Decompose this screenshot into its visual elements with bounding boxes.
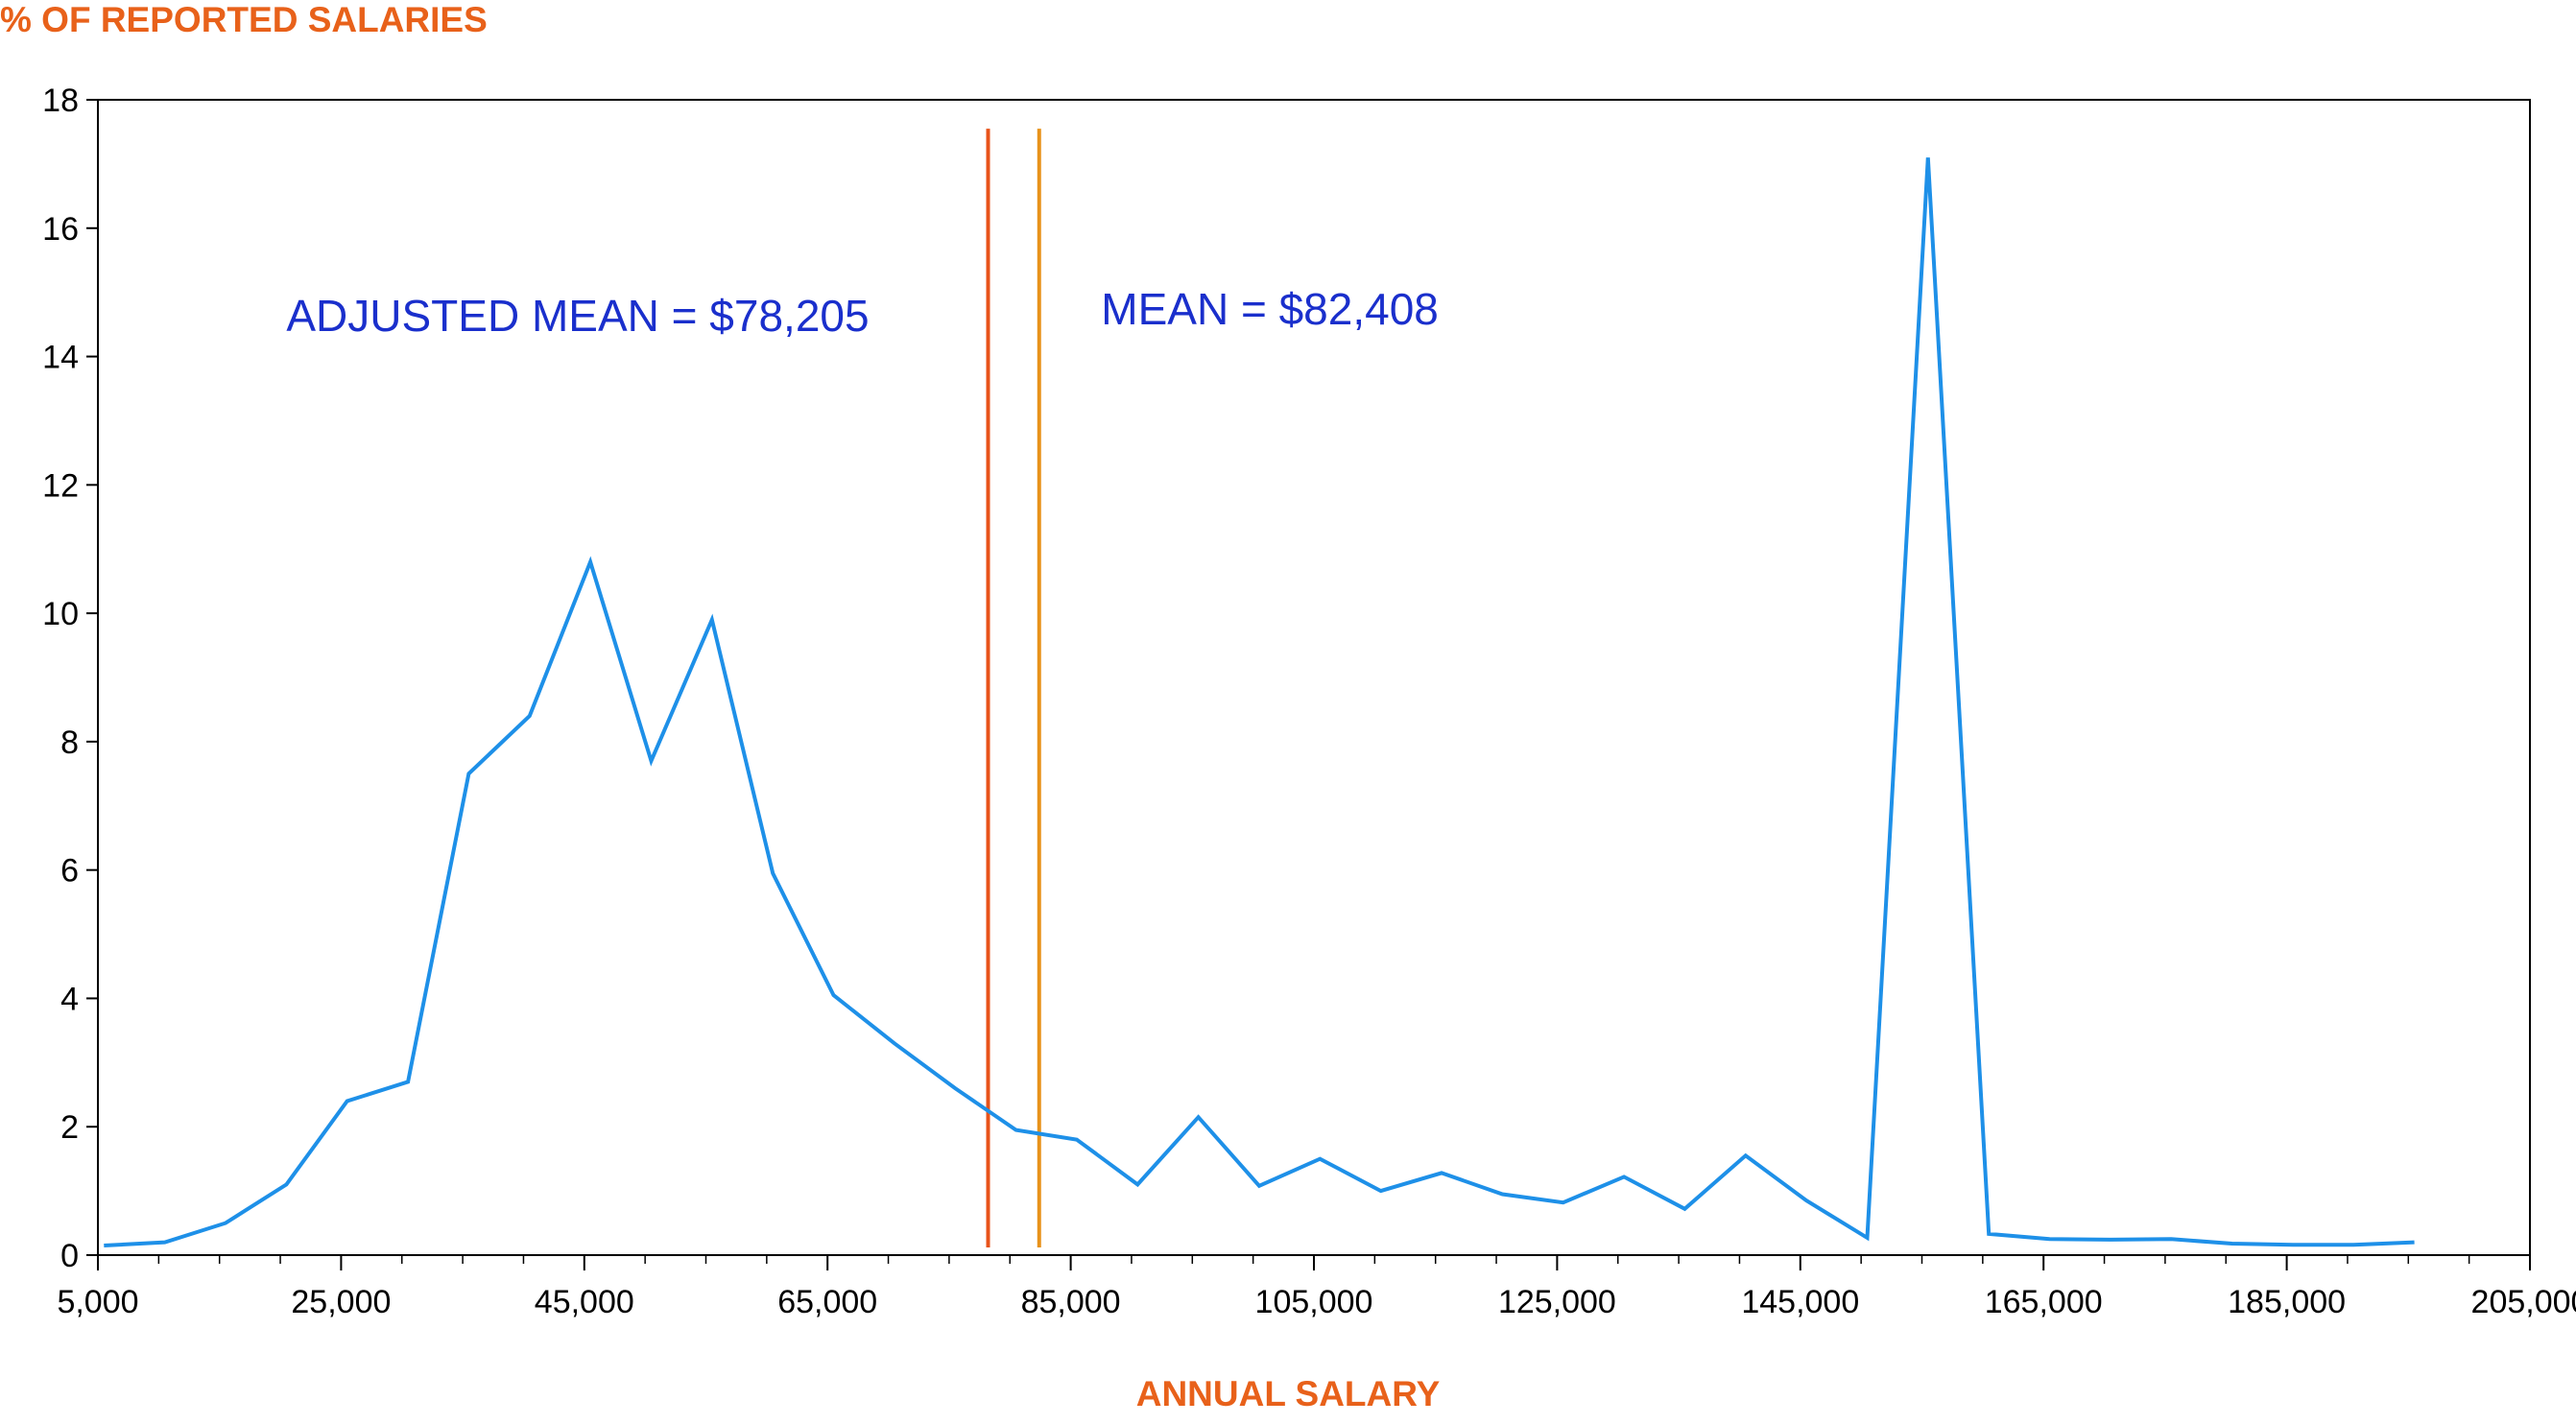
y-tick-label: 14 [42,340,79,376]
x-tick-label: 185,000 [2228,1284,2346,1320]
y-tick-label: 8 [60,724,79,761]
reference-lines [986,129,1041,1247]
reference-label-1: MEAN = $82,408 [1101,284,1439,334]
x-tick-label: 165,000 [1985,1284,2103,1320]
x-tick-label: 65,000 [777,1284,877,1320]
y-tick-label: 0 [60,1238,79,1274]
x-tick-label: 85,000 [1021,1284,1121,1320]
x-axis-title: ANNUAL SALARY [1135,1374,1441,1413]
x-tick-label: 145,000 [1741,1284,1859,1320]
y-tick-label: 10 [42,596,79,632]
x-tick-label: 105,000 [1255,1284,1373,1320]
y-tick-label: 2 [60,1109,79,1146]
plot-frame [97,99,2531,1256]
chart-axes [97,99,2531,1256]
x-tick-label: 125,000 [1498,1284,1616,1320]
y-tick-label: 16 [42,211,79,248]
y-tick-label: 18 [42,83,79,119]
data-series [104,157,2415,1247]
x-tick-label: 5,000 [57,1284,138,1320]
y-tick-label: 6 [60,853,79,890]
annotations: ADJUSTED MEAN = $78,205 MEAN = $82,408 [286,284,1438,341]
y-tick-label: 4 [60,981,79,1017]
y-axis-title: % OF REPORTED SALARIES [0,0,488,39]
reference-label-0: ADJUSTED MEAN = $78,205 [286,291,869,341]
x-tick-label: 25,000 [291,1284,391,1320]
series-line-0 [104,157,2415,1247]
y-tick-label: 12 [42,467,79,504]
x-tick-label: 45,000 [535,1284,634,1320]
x-tick-label: 205,000 [2471,1284,2576,1320]
